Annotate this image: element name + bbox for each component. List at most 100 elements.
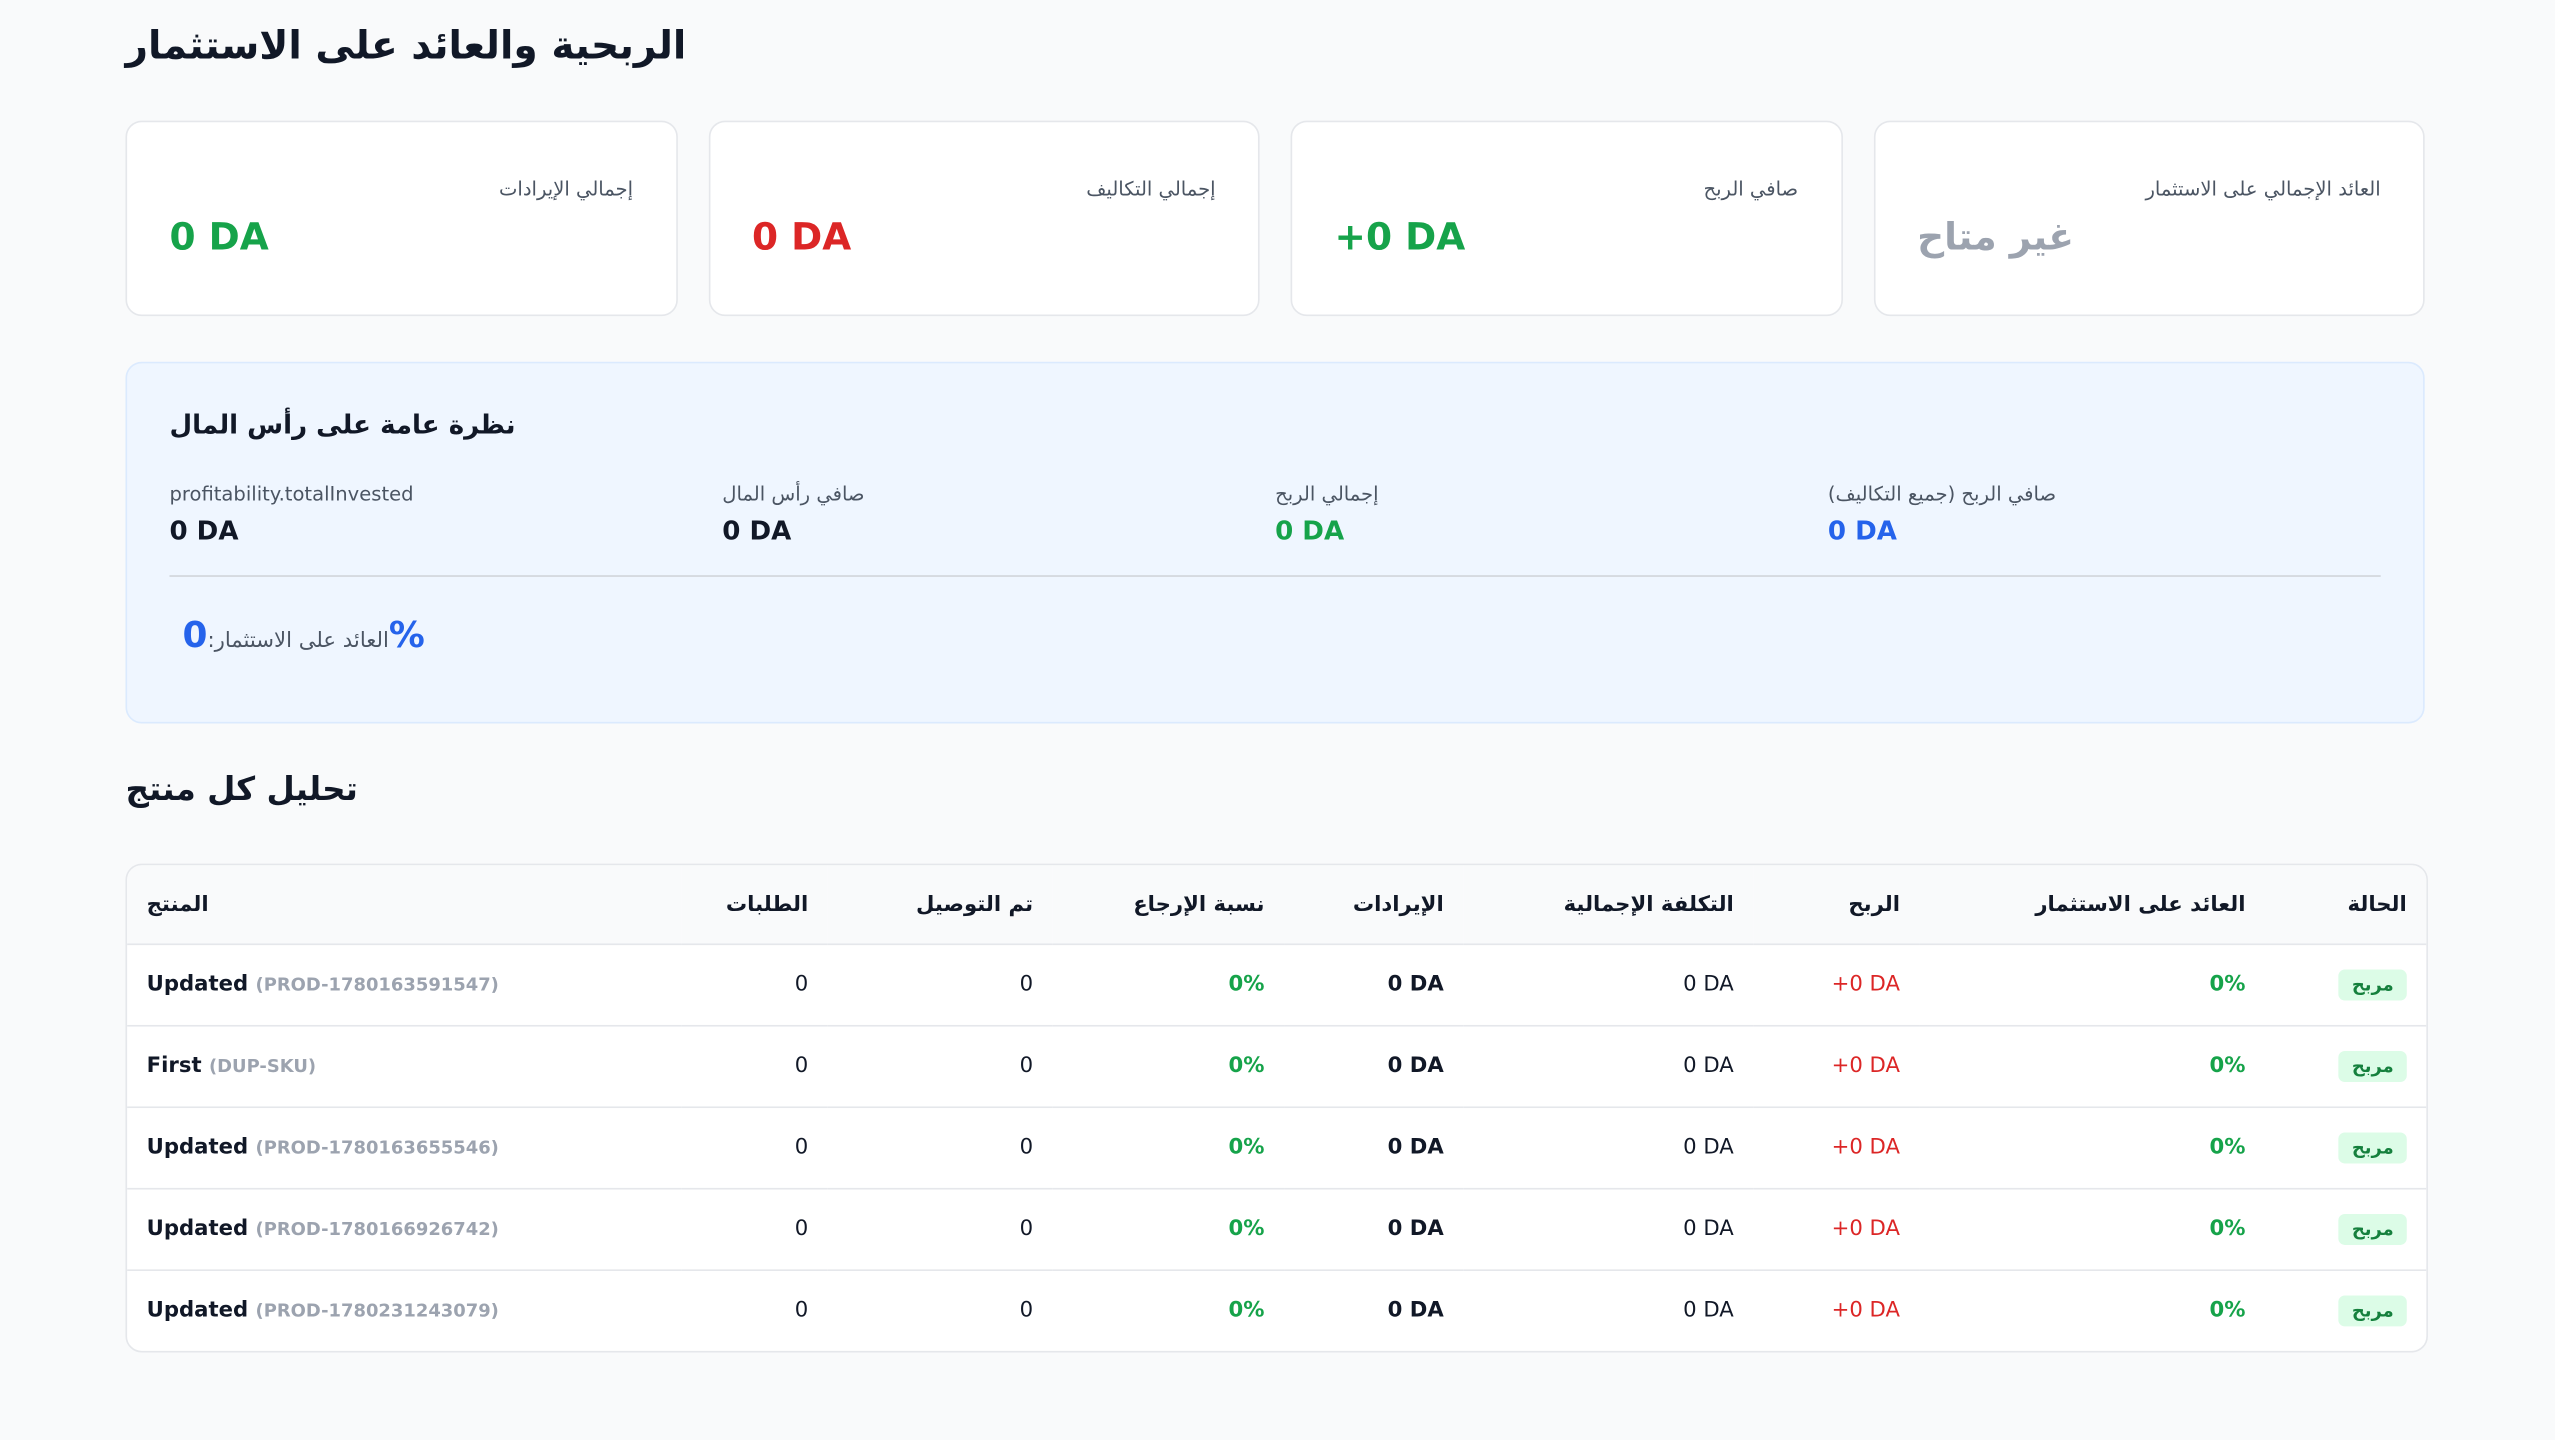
table-cell: 0 DA [1463, 1107, 1754, 1190]
table-cell: 0% [1052, 1107, 1285, 1190]
column-header: الربح [1753, 865, 1920, 946]
status-badge: مربح [2338, 1213, 2407, 1245]
table-cell: 0 [827, 944, 1053, 1027]
overview-item: profitability.totalInvested 0 DA [169, 482, 722, 546]
table-cell: 0% [1052, 1025, 1285, 1109]
overview-items: profitability.totalInvested 0 DA صافي رأس … [169, 482, 2381, 577]
table-cell: 0 DA [1284, 1188, 1464, 1272]
product-sku: (PROD-1780163591547) [255, 974, 499, 996]
column-header: الحالة [2265, 865, 2427, 946]
table-cell: +0 DA [1753, 1188, 1920, 1272]
table-cell: 0% [1052, 944, 1285, 1027]
product-row: First (DUP-SKU) 0 0 0% 0 DA 0 DA +0 DA 0% مربح [127, 1025, 2427, 1109]
product-sku: (PROD-1780231243079) [255, 1300, 499, 1322]
table-cell: 0 DA [1284, 1107, 1464, 1190]
table-body: Updated (PROD-1780163591547) 0 0 0% 0 DA 0 DA… [127, 944, 2427, 1351]
product-cell: Updated (PROD-1780166926742) [127, 1188, 682, 1272]
roi-label: العائد على الاستثمار: [207, 628, 389, 654]
status-badge: مربح [2338, 1295, 2407, 1327]
table-cell: 0 [827, 1188, 1053, 1272]
table-cell: 0% [1052, 1188, 1285, 1272]
roi-value: 0 [182, 615, 208, 657]
card-value: 0 DA [752, 216, 852, 260]
item-value: 0 DA [169, 514, 239, 546]
item-value: 0 DA [1827, 514, 1897, 546]
product-row: Updated (PROD-1780166926742) 0 0 0% 0 DA 0 DA… [127, 1188, 2427, 1272]
product-row: Updated (PROD-1780163655546) 0 0 0% 0 DA 0 DA… [127, 1107, 2427, 1190]
table-cell: 0 DA [1387, 1298, 1444, 1324]
column-header: تم التوصيل [827, 865, 1053, 946]
card-value: +0 DA [1334, 216, 1466, 260]
column-header: الإيرادات [1284, 865, 1464, 946]
table-cell: 0 [827, 1107, 1053, 1190]
table-cell: 0% [1919, 1107, 2266, 1190]
product-cell: Updated (PROD-1780163591547) [127, 944, 682, 1027]
card-label: إجمالي التكاليف [1086, 177, 1216, 201]
table-cell: 0% [1919, 1025, 2266, 1109]
product-sku: (PROD-1780163655546) [255, 1137, 499, 1159]
product-row: Updated (PROD-1780231243079) 0 0 0% 0 DA 0 DA… [127, 1270, 2426, 1351]
card-label: إجمالي الإيرادات [499, 177, 634, 201]
table-cell: 0 [681, 1107, 828, 1190]
table-cell: 0% [1228, 1298, 1265, 1324]
table-cell: 0 [827, 1025, 1053, 1109]
table-cell: 0 DA [1463, 944, 1754, 1027]
table-cell: 0 [681, 1025, 828, 1109]
status-badge: مربح [2338, 1132, 2407, 1164]
column-header: التكلفة الإجمالية [1463, 865, 1754, 946]
status-cell: مربح [2265, 1188, 2427, 1272]
product-sku: (PROD-1780166926742) [255, 1218, 499, 1241]
product-name: First [146, 1054, 202, 1079]
summary-cards: إجمالي الإيرادات 0 DA إجمالي التكاليف 0 DA ص… [125, 120, 2425, 317]
item-label: profitability.totalInvested [169, 482, 414, 506]
item-label: صافي رأس المال [722, 482, 865, 506]
table-cell: 0 DA [1463, 1188, 1754, 1272]
table-cell: 0% [1919, 1188, 2266, 1272]
column-header: المنتج [127, 865, 682, 946]
status-badge: مربح [2338, 969, 2407, 1001]
capital-overview: نظرة عامة على رأس المال profitability.to… [125, 361, 2425, 724]
item-value: 0 DA [722, 514, 792, 546]
item-label: إجمالي الربح [1275, 482, 1379, 506]
table-cell: 0 DA [1463, 1025, 1754, 1109]
table-cell: 0 DA [1683, 1298, 1734, 1324]
status-badge: مربح [2338, 1051, 2407, 1082]
product-row: Updated (PROD-1780163591547) 0 0 0% 0 DA 0 DA… [127, 944, 2427, 1027]
table-cell: 0 [681, 944, 828, 1027]
table-cell: +0 DA [1831, 1298, 1900, 1324]
card-label: صافي الربح [1703, 177, 1799, 201]
table-cell: +0 DA [1753, 1025, 1920, 1109]
table-cell: +0 DA [1753, 1107, 1920, 1190]
column-header: نسبة الإرجاع [1052, 865, 1285, 946]
section-title: تحليل كل منتج [125, 769, 358, 809]
table-cell: +0 DA [1753, 944, 1920, 1027]
table-header: المنتج الطلبات تم التوصيل نسبة الإرجاع الإير… [127, 865, 2427, 946]
overview-item: صافي الربح (جميع التكاليف) 0 DA [1828, 482, 2381, 546]
table: المنتج الطلبات تم التوصيل نسبة الإرجاع الإير… [127, 865, 2427, 1351]
product-cell: First (DUP-SKU) [127, 1025, 682, 1109]
status-cell: مربح [2265, 1025, 2427, 1109]
table-cell: 0 DA [1284, 944, 1464, 1027]
roi-line: 0 العائد على الاستثمار: % [169, 616, 2380, 657]
table-cell: 0 [794, 1298, 809, 1324]
product-table: المنتج الطلبات تم التوصيل نسبة الإرجاع الإير… [125, 863, 2428, 1353]
summary-card: العائد الإجمالي على الاستثمار غير متاح [1873, 120, 2425, 317]
status-cell: مربح [2265, 1270, 2426, 1351]
table-cell: 0% [2209, 1298, 2246, 1324]
status-cell: مربح [2265, 1107, 2427, 1190]
overview-item: إجمالي الربح 0 DA [1275, 482, 1828, 546]
roi-unit: % [388, 615, 425, 657]
card-value: 0 DA [169, 216, 269, 260]
card-value: غير متاح [1917, 216, 2074, 260]
overview-title: نظرة عامة على رأس المال [169, 409, 516, 440]
summary-card: إجمالي التكاليف 0 DA [708, 120, 1260, 317]
table-cell: 0 [681, 1188, 828, 1272]
table-cell: 0 DA [1284, 1025, 1464, 1109]
product-name: Updated [146, 1298, 249, 1324]
column-header: العائد على الاستثمار [1919, 865, 2266, 946]
product-sku: (DUP-SKU) [208, 1055, 317, 1078]
product-cell: Updated (PROD-1780163655546) [127, 1107, 682, 1190]
product-name: Updated [146, 1217, 249, 1242]
